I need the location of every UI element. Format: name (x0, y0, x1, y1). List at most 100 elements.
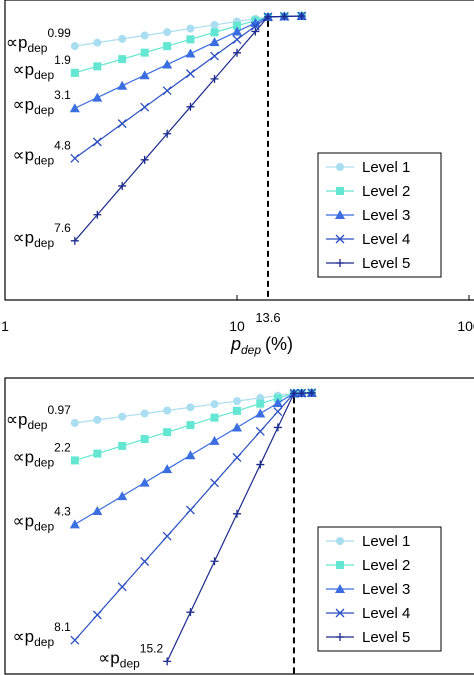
marker (297, 389, 306, 398)
marker (251, 27, 260, 36)
annotation-symbol: ∝p (13, 60, 35, 79)
legend-label: Level 5 (362, 629, 410, 646)
annotation-symbol: ∝p (13, 228, 35, 247)
marker (140, 557, 150, 566)
marker (162, 464, 173, 474)
marker (186, 608, 195, 617)
annotation: ∝pdep8.1 (13, 620, 72, 649)
marker (232, 422, 242, 432)
marker (69, 519, 80, 529)
marker (92, 610, 102, 620)
marker (272, 398, 283, 408)
annotation-sub: dep (34, 455, 54, 469)
marker (69, 103, 80, 113)
threshold-label: 13.6 (255, 310, 280, 325)
marker (233, 397, 241, 406)
annotation-exp: 4.3 (54, 504, 71, 518)
marker (93, 62, 102, 71)
marker (210, 74, 219, 83)
marker (209, 37, 220, 47)
annotation-symbol: ∝p (6, 33, 28, 52)
marker (118, 181, 127, 190)
annotation-symbol: ∝p (13, 447, 35, 466)
annotation-sub: dep (34, 68, 54, 82)
marker (210, 28, 219, 37)
marker (162, 86, 172, 96)
marker (92, 92, 103, 102)
marker (233, 509, 241, 518)
marker (335, 234, 345, 244)
plot-frame (4, 377, 474, 675)
marker (273, 407, 283, 416)
marker (336, 163, 344, 171)
marker (280, 12, 289, 21)
marker (163, 428, 172, 437)
annotation: ∝pdep15.2 (98, 641, 163, 670)
annotation: ∝pdep1.9 (13, 53, 72, 82)
annotation-sub: dep (27, 418, 47, 432)
marker (256, 399, 265, 408)
marker (70, 418, 79, 427)
marker (140, 435, 149, 444)
marker (92, 137, 102, 147)
legend-label: Level 3 (362, 581, 410, 598)
x-label-unit: (%) (265, 334, 293, 354)
marker (70, 153, 80, 163)
marker (92, 505, 103, 515)
marker (255, 426, 265, 436)
marker (232, 35, 242, 44)
marker (139, 477, 150, 487)
marker (263, 12, 272, 21)
annotation-symbol: ∝p (98, 648, 120, 667)
marker (117, 491, 128, 501)
marker (139, 70, 150, 80)
series-line (166, 392, 312, 662)
marker (210, 478, 219, 488)
annotation-exp: 4.8 (54, 138, 71, 152)
marker (93, 449, 102, 458)
marker (336, 633, 344, 641)
annotation-symbol: ∝p (13, 627, 35, 646)
annotation-symbol: ∝p (6, 410, 28, 429)
annotation: ∝pdep0.97 (6, 403, 71, 432)
marker (163, 657, 172, 666)
marker (185, 69, 195, 79)
legend-label: Level 4 (362, 231, 410, 248)
marker (140, 102, 150, 112)
marker (336, 561, 344, 569)
marker (118, 34, 127, 43)
marker (186, 403, 195, 412)
annotation-sub: dep (34, 635, 54, 649)
marker (186, 421, 195, 430)
marker (185, 450, 196, 460)
marker (256, 460, 265, 469)
marker (297, 11, 306, 20)
plot-frame (4, 0, 474, 301)
marker (93, 415, 102, 424)
marker (185, 48, 196, 58)
marker (210, 20, 219, 29)
marker (335, 608, 345, 618)
marker (140, 409, 149, 418)
annotation-sub: dep (34, 236, 54, 250)
marker (118, 412, 127, 421)
annotation: ∝pdep2.2 (13, 440, 72, 469)
marker (232, 453, 242, 462)
marker (117, 119, 127, 129)
marker (335, 584, 345, 593)
marker (186, 35, 195, 44)
marker (233, 406, 241, 415)
x-label-sub: dep (241, 343, 261, 357)
legend-label: Level 2 (362, 557, 410, 574)
marker (210, 400, 219, 409)
annotation-exp: 0.97 (47, 403, 71, 417)
annotation-symbol: ∝p (13, 95, 35, 114)
marker (118, 55, 127, 64)
marker (162, 531, 172, 541)
marker (93, 210, 102, 219)
marker (209, 435, 220, 445)
marker (335, 210, 345, 219)
x-tick-label: 100 (457, 318, 474, 334)
marker (163, 129, 172, 138)
